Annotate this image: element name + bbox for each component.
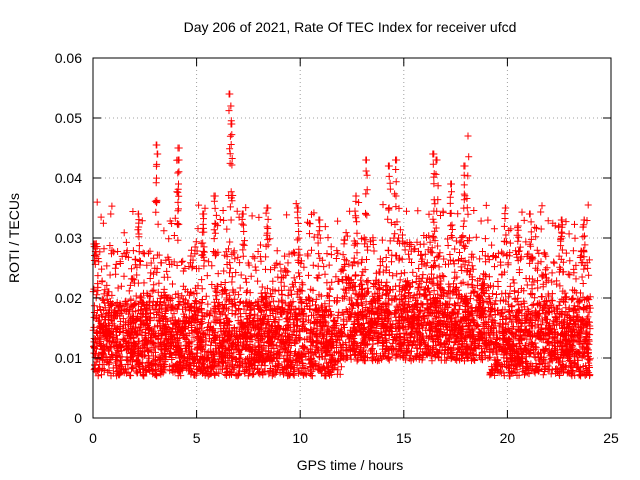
y-axis-label: ROTI / TECUs (6, 193, 22, 283)
y-tick-label: 0.02 (55, 290, 82, 306)
roti-point-markers (89, 90, 594, 380)
y-tick-label: 0.03 (55, 230, 82, 246)
axis-ticks (92, 57, 612, 419)
x-tick-label: 20 (500, 430, 516, 446)
x-tick-label: 10 (292, 430, 308, 446)
x-tick-labels: 0 5 10 15 20 25 (89, 430, 619, 446)
y-tick-label: 0.04 (55, 170, 82, 186)
x-tick-label: 0 (89, 430, 97, 446)
x-tick-label: 25 (603, 430, 619, 446)
y-tick-label: 0.05 (55, 110, 82, 126)
y-tick-label: 0.01 (55, 350, 82, 366)
y-tick-label: 0.06 (55, 50, 82, 66)
chart-title: Day 206 of 2021, Rate Of TEC Index for r… (184, 19, 517, 35)
x-tick-label: 5 (193, 430, 201, 446)
x-tick-label: 15 (396, 430, 412, 446)
data-points (89, 90, 594, 380)
y-tick-label: 0 (74, 410, 82, 426)
x-axis-label: GPS time / hours (297, 457, 404, 473)
y-tick-labels: 0 0.01 0.02 0.03 0.04 0.05 0.06 (55, 50, 82, 426)
